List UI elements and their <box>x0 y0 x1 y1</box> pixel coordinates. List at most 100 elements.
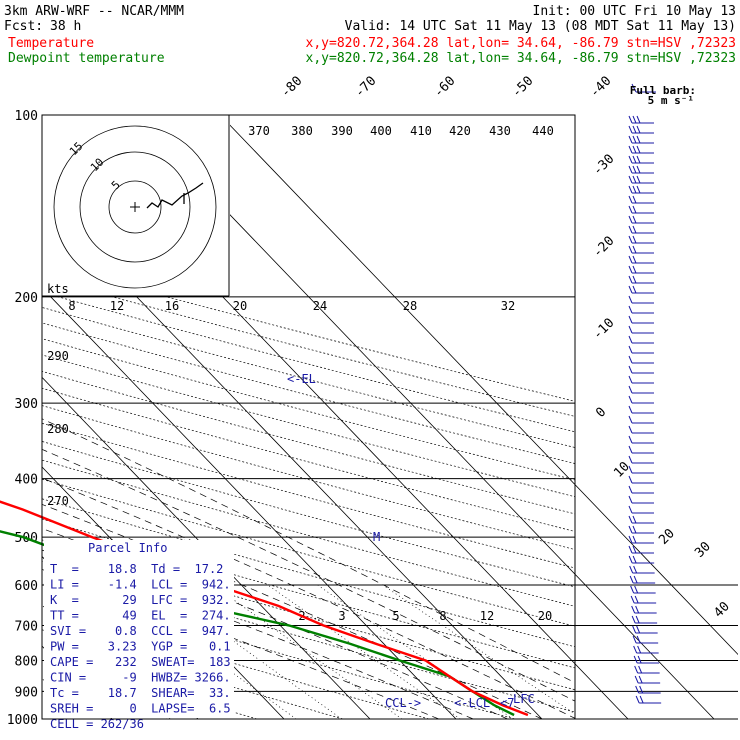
wind-barb-28 <box>628 395 654 404</box>
pressure-label-300: 300 <box>15 397 38 412</box>
parcel-row-2: K = 29 LFC = 932. <box>50 593 231 607</box>
temperature-profile <box>0 500 529 717</box>
dry-adiabat-460 <box>42 277 575 417</box>
theta-label-270: 270 <box>47 494 69 508</box>
hodo-ring-2 <box>53 125 217 289</box>
parcel-row-0: T = 18.8 Td = 17.2 <box>50 562 223 576</box>
wind-barb-21 <box>628 325 654 334</box>
hodo-ring-0 <box>108 180 162 234</box>
wind-barb-6 <box>628 175 654 184</box>
dry-adiabat-340 <box>42 478 575 627</box>
isotherm-40 <box>133 115 715 719</box>
hodo-speed-24: 24 <box>313 299 327 313</box>
parcel-info-panel: Parcel Info T = 18.8 Td = 17.2 LI = -1.4 … <box>44 540 234 731</box>
wind-barb-51 <box>632 625 658 634</box>
fcst-label: Fcst: <box>4 19 43 34</box>
parcel-row-7: CIN = -9 HWBZ= 3266. <box>50 671 231 685</box>
pressure-label-900: 900 <box>15 685 38 700</box>
dry-adiabat-370 <box>42 422 575 569</box>
wind-barb-47 <box>630 585 656 594</box>
hodo-speed-12: 12 <box>110 299 124 313</box>
wind-barb-14 <box>628 255 654 264</box>
wind-barb-40 <box>628 515 654 524</box>
wind-barb-50 <box>631 615 658 624</box>
wind-barb-29 <box>628 405 654 414</box>
wind-barb-2 <box>628 135 654 144</box>
wind-barb-15 <box>628 265 654 274</box>
wind-barb-5 <box>628 165 654 174</box>
parcel-row-4: SVI = 0.8 CCL = 947. <box>50 624 231 638</box>
wind-barb-8 <box>628 195 654 204</box>
wind-barb-46 <box>629 575 656 584</box>
dry-adiabat-430 <box>42 322 575 464</box>
wind-barb-0 <box>628 115 654 124</box>
dry-adiabat-280 <box>42 605 429 719</box>
parcel-row-6: CAPE = 232 SWEAT= 183 <box>50 655 231 669</box>
theta-e-label-440: 440 <box>532 124 554 138</box>
theta-e-labels: 370 380 390 400 410 420 430 440 <box>248 124 554 138</box>
wind-barb-45 <box>629 565 655 574</box>
parcel-row-9: SREH = 0 LAPSE= 6.5 <box>50 702 231 716</box>
wind-barb-20 <box>628 315 654 324</box>
m-annotation: M <box>373 530 380 544</box>
pressure-label-1000: 1000 <box>7 713 38 728</box>
wind-barb-31 <box>628 425 654 434</box>
isotherm-50 <box>219 115 738 655</box>
isotherm-label-5: -30 <box>590 152 617 179</box>
isotherm-label-11: 30 <box>692 539 714 561</box>
pressure-label-400: 400 <box>15 473 38 488</box>
barb-legend: Full barb: 5 m s⁻¹ <box>630 83 696 107</box>
isotherm-label-2: -60 <box>431 74 458 101</box>
mixing-line-8 <box>267 584 461 719</box>
wind-barb-38 <box>628 495 654 504</box>
ccl-annotation: CCL-> <box>385 696 421 710</box>
wind-barb-11 <box>628 225 654 234</box>
theta-labels: 290 280 270 <box>47 349 69 508</box>
wind-barb-3 <box>628 145 654 154</box>
wind-barb-26 <box>628 375 654 384</box>
wind-barb-39 <box>628 505 654 514</box>
temperature-legend: Temperature <box>8 36 94 51</box>
barb-legend-title: Full barb: <box>630 84 696 97</box>
theta-label-290: 290 <box>47 349 69 363</box>
wind-barb-22 <box>628 335 654 344</box>
fcst-value: 38 h <box>50 19 81 34</box>
hodograph-speed-labels: kts 8 12 16 20 24 28 32 <box>47 282 515 313</box>
wind-barb-35 <box>628 465 654 474</box>
hodo-speed-20: 20 <box>233 299 247 313</box>
wind-barb-36 <box>628 475 654 484</box>
wind-barb-30 <box>628 415 654 424</box>
isotherm-label-4: -40 <box>587 74 614 101</box>
hodo-speed-16: 16 <box>165 299 179 313</box>
pressure-label-600: 600 <box>15 579 38 594</box>
pressure-label-100: 100 <box>15 109 38 124</box>
seven-annotation: <7 <box>500 696 514 710</box>
hodo-speed-32: 32 <box>501 299 515 313</box>
pressure-label-700: 700 <box>15 619 38 634</box>
hodo-speed-8: 8 <box>68 299 75 313</box>
parcel-info-title: Parcel Info <box>88 541 167 555</box>
wind-barb-58 <box>635 695 662 704</box>
dry-adiabat-450 <box>42 291 575 433</box>
wind-barb-17 <box>628 285 654 294</box>
mixing-label-3: 3 <box>338 609 345 623</box>
theta-label-280: 280 <box>47 422 69 436</box>
hodo-units: kts <box>47 282 69 296</box>
wind-barb-57 <box>635 685 661 694</box>
pressure-label-800: 800 <box>15 654 38 669</box>
model-title: 3km ARW-WRF -- NCAR/MMM <box>4 4 184 19</box>
wind-barb-25 <box>628 365 654 374</box>
hodo-trace <box>146 182 204 209</box>
wind-barb-44 <box>628 555 655 564</box>
dewpoint-legend: Dewpoint temperature <box>8 51 165 66</box>
barb-legend-units: 5 m s⁻¹ <box>648 94 694 107</box>
wind-barb-34 <box>628 455 654 464</box>
wind-barb-19 <box>628 305 654 314</box>
wind-barb-13 <box>628 245 654 254</box>
parcel-row-3: TT = 49 EL = 274. <box>50 609 231 623</box>
wind-barb-42 <box>628 535 654 544</box>
theta-e-label-370: 370 <box>248 124 270 138</box>
theta-e-label-390: 390 <box>331 124 353 138</box>
dry-adiabat-360 <box>42 441 575 588</box>
